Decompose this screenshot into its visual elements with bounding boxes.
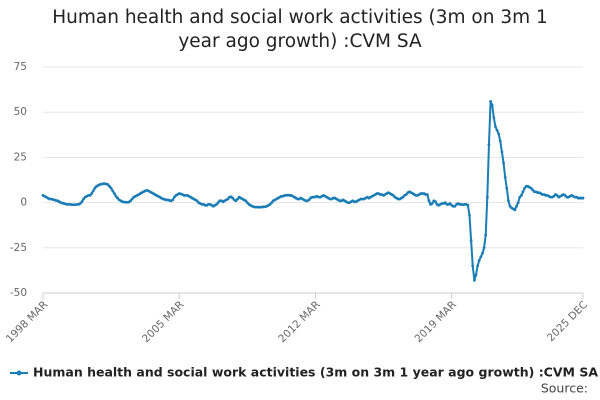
- x-tick-label: 2012 MAR: [276, 299, 322, 345]
- point: [521, 190, 525, 194]
- point: [245, 201, 249, 205]
- point: [468, 213, 471, 217]
- point: [171, 198, 175, 202]
- y-tick-label: -50: [10, 287, 27, 299]
- point: [108, 184, 111, 188]
- point: [270, 201, 274, 205]
- point: [503, 175, 507, 179]
- point: [90, 192, 94, 195]
- legend-label: Human health and social work activities …: [33, 365, 598, 380]
- point: [391, 193, 395, 197]
- point: [82, 197, 85, 201]
- point: [497, 132, 501, 136]
- point: [112, 192, 116, 195]
- y-tick-label: 25: [14, 151, 27, 163]
- point: [195, 199, 199, 203]
- point: [443, 201, 447, 205]
- point: [469, 239, 473, 242]
- chart-title: Human health and social work activities …: [52, 7, 548, 52]
- point: [91, 189, 95, 193]
- point: [216, 201, 220, 205]
- point: [88, 193, 92, 197]
- point: [453, 204, 457, 208]
- point: [481, 251, 484, 255]
- point: [552, 194, 556, 198]
- point: [515, 204, 518, 208]
- point: [93, 186, 97, 190]
- point: [116, 196, 119, 200]
- y-tick-label: 50: [14, 106, 27, 118]
- point: [487, 143, 491, 147]
- source: Source:: [541, 381, 588, 396]
- point: [307, 198, 311, 202]
- point: [519, 193, 523, 197]
- point: [474, 273, 478, 277]
- point: [500, 150, 504, 154]
- point: [109, 186, 113, 190]
- point: [231, 196, 235, 200]
- y-tick-label: 0: [20, 197, 27, 209]
- point: [484, 233, 488, 237]
- point: [523, 186, 527, 190]
- point: [518, 195, 522, 199]
- point: [471, 264, 475, 268]
- y-tick-label: -25: [10, 242, 27, 254]
- point: [477, 259, 481, 262]
- point: [482, 246, 486, 250]
- point: [448, 202, 452, 205]
- point: [508, 204, 512, 208]
- point: [555, 193, 559, 197]
- x-tick-label: 2019 MAR: [412, 299, 458, 345]
- point: [244, 199, 248, 203]
- point: [401, 195, 405, 199]
- point: [129, 199, 132, 203]
- point: [492, 116, 496, 120]
- point: [498, 139, 502, 143]
- point: [563, 193, 567, 197]
- y-tick-label: 75: [14, 61, 27, 73]
- x-tick-label: 1998 MAR: [4, 299, 50, 345]
- point: [226, 197, 230, 201]
- point: [476, 264, 479, 268]
- point: [489, 99, 492, 103]
- point: [434, 200, 437, 204]
- point: [495, 128, 499, 132]
- point: [80, 200, 84, 204]
- point: [130, 197, 134, 201]
- point: [425, 193, 429, 196]
- point: [234, 199, 238, 203]
- point: [485, 195, 489, 199]
- point: [106, 183, 110, 186]
- line: [42, 100, 583, 281]
- point: [215, 203, 218, 206]
- point: [472, 278, 476, 282]
- point: [479, 255, 483, 259]
- x-tick-label: 2005 MAR: [140, 299, 186, 345]
- x-tick-label: 2025 DEC: [545, 299, 590, 344]
- point: [529, 186, 533, 190]
- point: [466, 203, 470, 207]
- point: [494, 125, 497, 129]
- point: [427, 199, 431, 203]
- point: [502, 161, 505, 165]
- point: [516, 201, 520, 205]
- legend-marker: [16, 370, 22, 376]
- point: [505, 186, 509, 190]
- point: [430, 202, 434, 205]
- point: [531, 188, 535, 192]
- point: [111, 189, 115, 193]
- point: [404, 193, 408, 196]
- point: [172, 195, 176, 199]
- point: [78, 202, 82, 205]
- point: [268, 203, 272, 206]
- point: [490, 103, 494, 107]
- point: [513, 208, 517, 212]
- point: [507, 199, 510, 203]
- point: [114, 194, 118, 198]
- point: [236, 197, 239, 201]
- point: [581, 196, 585, 200]
